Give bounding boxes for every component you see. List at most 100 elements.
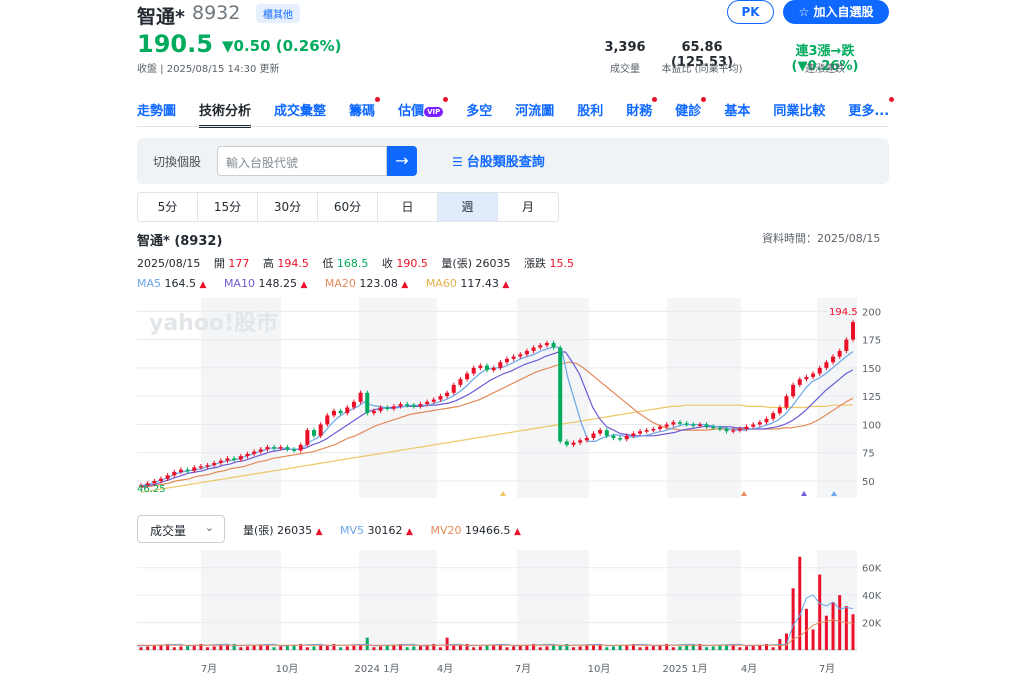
volume-value: 3,396 <box>604 40 646 55</box>
x-tick-label: 2024 1月 <box>355 663 400 675</box>
volume-bar <box>512 646 516 650</box>
candle <box>844 339 849 351</box>
go-arrow-icon[interactable]: → <box>387 146 417 176</box>
volume-bar <box>498 643 502 650</box>
volume-bar <box>272 647 276 650</box>
candle <box>425 401 430 405</box>
volume-bar <box>598 643 602 650</box>
sector-badge[interactable]: 櫃其他 <box>256 4 300 23</box>
volume-chart[interactable]: 20K 40K 60K 7月 10月 2024 1月 4月 7月 10月 2025 1月 4月 7月 <box>137 550 889 680</box>
candle <box>598 430 603 434</box>
candle <box>445 392 450 397</box>
candle <box>684 423 689 425</box>
volume-bar <box>152 645 156 650</box>
candle <box>371 410 376 414</box>
candle <box>771 413 776 419</box>
candle <box>644 430 649 432</box>
volume-bar <box>352 645 356 650</box>
tab-5[interactable]: 多空 <box>466 104 493 119</box>
volume-bar <box>245 646 249 650</box>
y-tick-label: 50 <box>862 477 875 488</box>
candle <box>518 354 523 357</box>
data-time: 資料時間：2025/08/15 <box>762 232 881 245</box>
category-query-link[interactable]: ☰ 台股類股查詢 <box>452 155 545 170</box>
candle <box>258 449 263 452</box>
candle <box>252 451 257 454</box>
period-3[interactable]: 60分 <box>318 193 378 221</box>
period-2[interactable]: 30分 <box>258 193 318 221</box>
volume-bar <box>804 608 808 650</box>
candle <box>485 365 490 371</box>
tab-4[interactable]: 估價 VIP <box>398 97 449 128</box>
mv20-line <box>137 619 854 646</box>
tab-1[interactable]: 技術分析 <box>199 100 252 128</box>
period-0[interactable]: 5分 <box>138 193 198 221</box>
tab-9[interactable]: 健診 <box>675 97 707 128</box>
volume-bar <box>385 645 389 650</box>
period-5[interactable]: 週 <box>438 193 498 221</box>
period-1[interactable]: 15分 <box>198 193 258 221</box>
y-tick-label: 150 <box>862 364 881 375</box>
candle <box>811 373 816 377</box>
candle <box>292 449 297 451</box>
candle <box>777 407 782 414</box>
volume-bar <box>452 645 456 650</box>
tab-7[interactable]: 股利 <box>577 104 604 119</box>
volume-bar <box>472 647 476 650</box>
volume-bar <box>725 644 729 650</box>
candle <box>478 365 483 368</box>
period-6[interactable]: 月 <box>498 193 558 221</box>
volume-legend: 量(張) 26035 ▲ MV5 30162 ▲ MV20 19466.5 ▲ <box>243 522 535 538</box>
volume-bar <box>186 645 190 650</box>
ma10-legend: MA10 148.25 ▲ <box>223 277 308 290</box>
candle <box>498 362 503 368</box>
candle <box>544 342 549 346</box>
tab-8[interactable]: 財務 <box>626 97 658 128</box>
ma5-legend: MA5 164.5 ▲ <box>137 277 207 290</box>
volume-bar <box>485 645 489 650</box>
period-selector: 5分 15分 30分 60分日週月 <box>137 192 559 222</box>
tab-2[interactable]: 成交彙整 <box>274 104 327 119</box>
volume-bar <box>458 644 462 650</box>
x-tick-label: 4月 <box>437 663 453 675</box>
candle <box>298 444 303 451</box>
volume-bar <box>212 646 216 650</box>
pk-button[interactable]: PK <box>727 0 774 24</box>
tab-12[interactable]: 更多... <box>848 97 895 128</box>
volume-label: 量(張) <box>441 257 472 270</box>
candle <box>531 347 536 351</box>
tab-10[interactable]: 基本 <box>724 104 751 119</box>
stock-code-input[interactable]: 輸入台股代號 <box>217 146 387 176</box>
tab-6[interactable]: 河流圖 <box>515 104 555 119</box>
candle <box>584 438 589 441</box>
volume-bar <box>418 645 422 650</box>
vol-legend: 量(張) 26035 ▲ <box>243 524 323 537</box>
volume-bar <box>359 644 363 650</box>
candle <box>158 478 163 482</box>
volume-value: 26035 <box>475 257 511 270</box>
candlestick-chart[interactable]: 50 75 100 125 150 175 200 yahoo!股市 194.5 46.25 <box>137 298 889 504</box>
low-value: 168.5 <box>336 257 369 270</box>
candle <box>318 424 323 436</box>
tab-3[interactable]: 籌碼 <box>349 97 381 128</box>
tab-11[interactable]: 同業比較 <box>773 104 826 119</box>
chart-title: 智通* (8932) <box>137 234 223 249</box>
indicator-select[interactable]: 成交量 ⌄ <box>137 515 225 543</box>
candle <box>391 406 396 409</box>
period-band <box>667 550 741 650</box>
y-tick-label: 175 <box>862 336 881 347</box>
period-4[interactable]: 日 <box>378 193 438 221</box>
tab-0[interactable]: 走勢圖 <box>137 104 177 119</box>
y-tick-label: 75 <box>862 449 875 460</box>
volume-bar <box>611 646 615 650</box>
candle <box>338 410 343 414</box>
pe-value: 65.86 (125.53) <box>670 40 734 70</box>
y-tick-label: 125 <box>862 392 881 403</box>
candle <box>178 469 183 472</box>
candle <box>358 392 363 402</box>
candle <box>312 430 317 436</box>
candle <box>152 481 157 484</box>
add-watchlist-button[interactable]: ☆ 加入自選股 <box>783 0 889 24</box>
volume-bar <box>671 647 675 650</box>
candle <box>471 367 476 374</box>
